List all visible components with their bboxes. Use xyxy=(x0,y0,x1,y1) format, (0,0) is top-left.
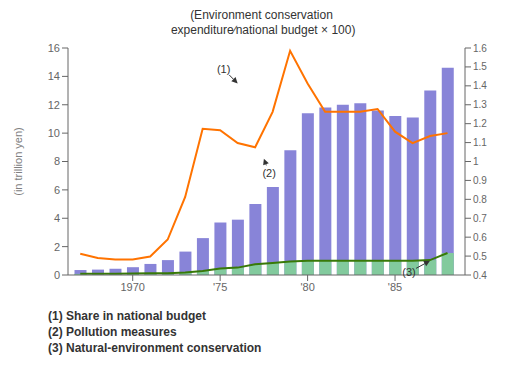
svg-text:1: 1 xyxy=(473,156,479,167)
svg-text:0.8: 0.8 xyxy=(473,194,487,205)
svg-text:(1): (1) xyxy=(217,63,230,75)
svg-text:2: 2 xyxy=(54,241,60,253)
svg-text:'75: '75 xyxy=(213,281,227,293)
svg-text:1970: 1970 xyxy=(120,281,144,293)
html-text:(1) Share in national budget: (1) Share in national budget xyxy=(48,309,206,323)
svg-text:1.2: 1.2 xyxy=(473,118,487,129)
svg-text:6: 6 xyxy=(54,184,60,196)
svg-text:(in trillion yen): (in trillion yen) xyxy=(12,127,24,195)
svg-text:1.6: 1.6 xyxy=(473,43,487,54)
svg-text:8: 8 xyxy=(54,155,60,167)
svg-text:0.7: 0.7 xyxy=(473,213,487,224)
svg-text:'80: '80 xyxy=(300,281,314,293)
svg-text:4: 4 xyxy=(54,212,60,224)
svg-text:0.5: 0.5 xyxy=(473,251,487,262)
svg-text:1.5: 1.5 xyxy=(473,61,487,72)
svg-text:1.3: 1.3 xyxy=(473,99,487,110)
svg-text:(3): (3) xyxy=(402,266,415,278)
svg-text:'85: '85 xyxy=(388,281,402,293)
svg-text:10: 10 xyxy=(48,127,60,139)
svg-text:1.1: 1.1 xyxy=(473,137,487,148)
html-text:(2) Pollution measures: (2) Pollution measures xyxy=(48,325,177,339)
svg-text:1.4: 1.4 xyxy=(473,80,487,91)
svg-text:14: 14 xyxy=(48,70,60,82)
svg-text:0.4: 0.4 xyxy=(473,270,487,281)
svg-text:0: 0 xyxy=(54,269,60,281)
svg-text:(2): (2) xyxy=(262,167,275,179)
html-text:expenditure∕national budget ×: expenditure∕national budget × 100) xyxy=(167,23,356,37)
svg-text:12: 12 xyxy=(48,99,60,111)
html-text:(3) Natural-environment conser: (3) Natural-environment conservation xyxy=(48,341,262,355)
svg-text:16: 16 xyxy=(48,42,60,54)
html-text:(Environment conservation: (Environment conservation xyxy=(190,8,333,22)
svg-text:0.6: 0.6 xyxy=(473,232,487,243)
svg-text:0.9: 0.9 xyxy=(473,175,487,186)
